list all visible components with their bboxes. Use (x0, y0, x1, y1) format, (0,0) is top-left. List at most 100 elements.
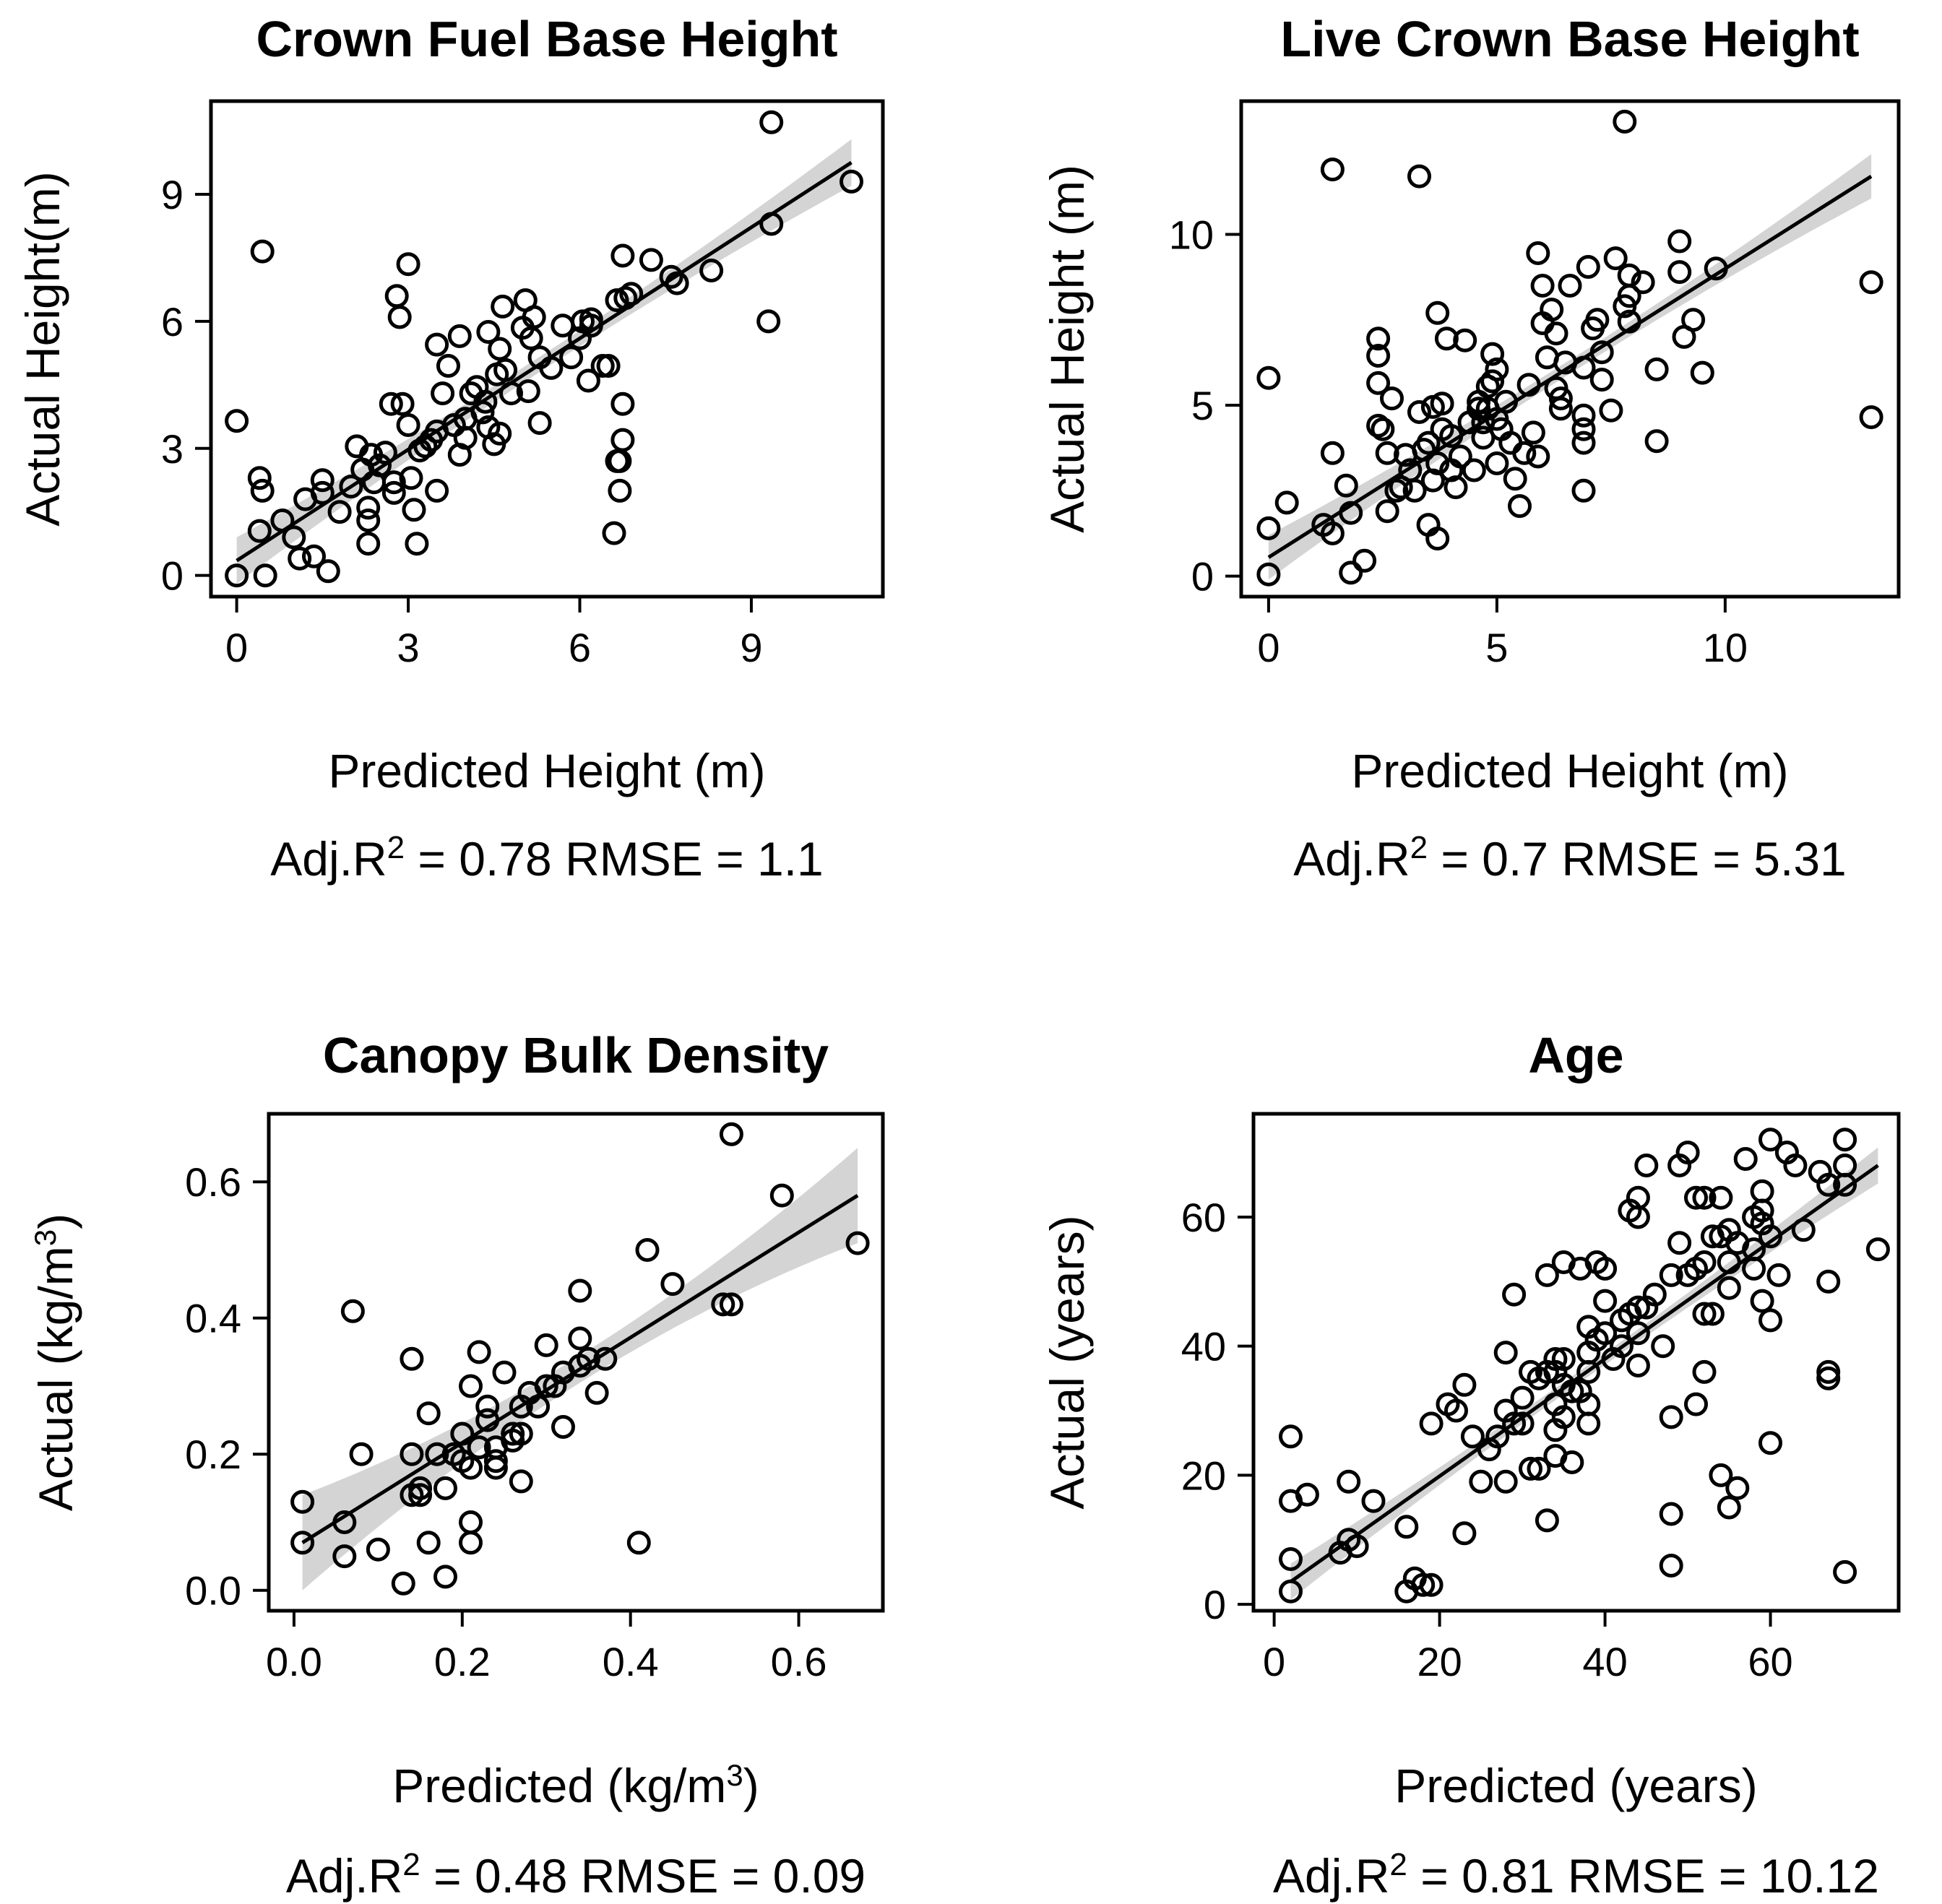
data-point (400, 1346, 424, 1371)
data-point (339, 475, 363, 499)
x-tick-label: 0.0 (266, 1639, 322, 1684)
data-point (1617, 263, 1641, 287)
chart-panel-2: Live Crown Base Height 0 5 10 0 5 10 Predicted … (1040, 11, 1901, 886)
data-point (659, 264, 683, 289)
data-point (1337, 1469, 1361, 1494)
data-point (356, 509, 381, 532)
data-point (1419, 1411, 1443, 1436)
data-point (635, 1238, 660, 1262)
data-point (1380, 386, 1404, 411)
data-point (488, 421, 512, 446)
data-point (1334, 473, 1358, 498)
data-point (1833, 1128, 1857, 1152)
x-tick-label: 40 (1582, 1639, 1627, 1684)
x-axis-label: Predicted Height (m) (328, 744, 765, 797)
data-point (1865, 1237, 1890, 1262)
data-point (1519, 1456, 1542, 1481)
data-point (1667, 260, 1692, 285)
data-point (381, 470, 406, 495)
data-point (1717, 1276, 1741, 1300)
regression-line (236, 160, 853, 563)
data-point (459, 1531, 483, 1555)
data-point (483, 1449, 508, 1474)
data-point (356, 496, 381, 520)
chart-title: Age (1528, 1027, 1623, 1083)
data-point (1766, 1263, 1791, 1287)
chart-panel-3: Canopy Bulk Density 0.0 0.2 0.4 0.6 0.0 0.2 0.4… (28, 1027, 885, 1903)
data-point (253, 563, 277, 588)
data-point (840, 169, 863, 194)
data-point (1453, 328, 1477, 352)
data-point (1452, 1372, 1477, 1397)
data-point (1320, 157, 1345, 182)
data-point (473, 389, 498, 414)
data-point (433, 1476, 457, 1500)
y-axis-label: Actual (years) (1040, 1215, 1094, 1509)
data-point (391, 1571, 415, 1596)
x-tick-label: 0 (1257, 625, 1279, 670)
data-point (509, 1421, 533, 1446)
data-point (1667, 229, 1692, 254)
data-point (379, 391, 403, 416)
data-point (1644, 357, 1669, 381)
data-point (1467, 397, 1491, 421)
x-tick-label: 0 (225, 625, 248, 670)
data-point (534, 1333, 558, 1357)
chart-panel-4: Age 0 20 40 60 0 20 40 60 Predicted (years) Actual… (1040, 1027, 1901, 1903)
data-point (1502, 1411, 1527, 1436)
data-point (1833, 1559, 1857, 1584)
data-point (1485, 357, 1509, 381)
data-point (1692, 1185, 1717, 1210)
data-point (491, 294, 515, 319)
data-point (1758, 1128, 1782, 1152)
data-point (288, 546, 312, 571)
data-point (1593, 1321, 1618, 1346)
data-point (431, 381, 455, 406)
data-point (527, 411, 552, 436)
data-point (719, 1292, 743, 1317)
data-point (1502, 1282, 1527, 1307)
x-axis-label: Predicted (years) (1394, 1759, 1758, 1812)
data-point (1634, 1154, 1659, 1177)
x-tick-label: 9 (740, 625, 762, 670)
data-point (1480, 342, 1505, 366)
y-tick-label: 9 (161, 172, 184, 217)
data-point (310, 468, 335, 493)
data-point (416, 1531, 441, 1555)
data-point (1420, 468, 1445, 493)
data-point (1512, 441, 1537, 465)
regression-line (1290, 1164, 1879, 1583)
data-point (509, 1469, 533, 1494)
data-point (1783, 1154, 1808, 1177)
data-point (1659, 1263, 1683, 1287)
data-point (1530, 274, 1555, 298)
data-point (1576, 1359, 1601, 1384)
data-point (225, 563, 249, 588)
chart-title: Crown Fuel Base Height (256, 11, 837, 67)
data-point (447, 324, 472, 348)
data-point (225, 409, 249, 433)
data-point (302, 544, 326, 568)
data-point (1560, 1450, 1584, 1474)
data-point (1599, 398, 1623, 423)
data-point (584, 1380, 609, 1405)
data-point (332, 1544, 357, 1569)
data-point (1571, 430, 1596, 455)
data-point (1576, 255, 1600, 279)
data-point (1407, 400, 1431, 424)
data-point (459, 1455, 483, 1480)
data-point (1758, 1308, 1782, 1333)
data-point (1709, 1463, 1733, 1487)
data-point (390, 391, 415, 416)
data-point (1571, 403, 1596, 428)
data-point (399, 466, 423, 490)
data-point (1684, 1185, 1708, 1210)
data-point (516, 379, 540, 404)
data-point (1659, 1405, 1683, 1429)
y-tick-label: 0 (161, 553, 184, 599)
data-point (1521, 420, 1545, 445)
chart-title: Live Crown Base Height (1280, 11, 1859, 67)
data-point (1279, 1547, 1303, 1571)
data-point (534, 1374, 558, 1398)
